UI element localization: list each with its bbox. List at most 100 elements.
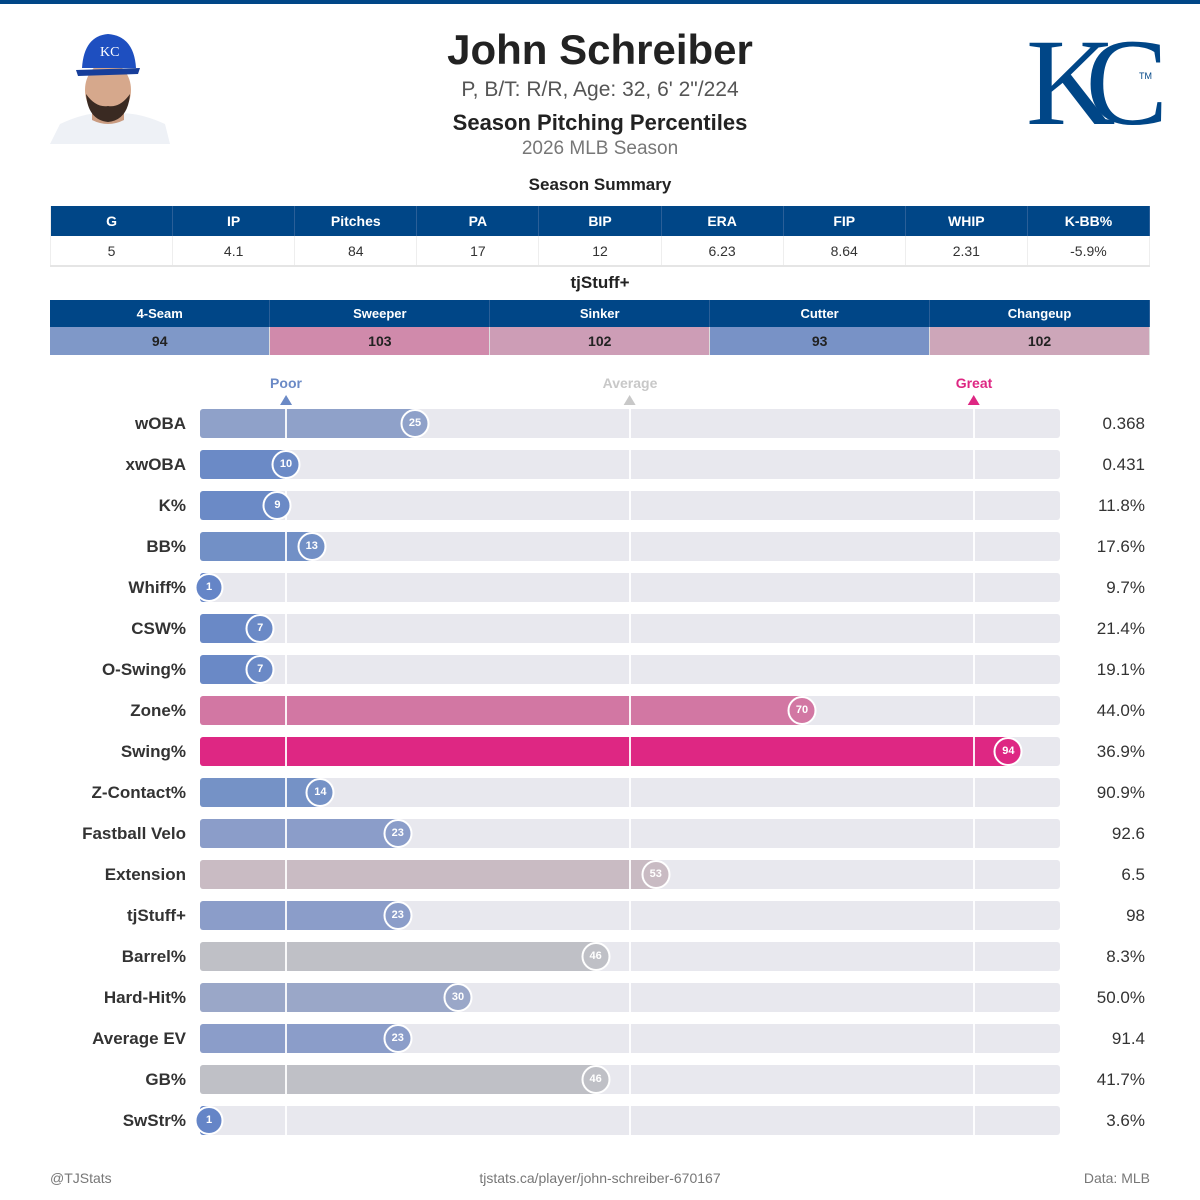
pitch-tjstuff-value: 102 (929, 327, 1150, 355)
percentile-track: 94 (200, 737, 1060, 766)
percentile-track: 14 (200, 778, 1060, 807)
percentile-track: 13 (200, 532, 1060, 561)
reference-line (285, 655, 287, 684)
summary-header: K-BB% (1027, 206, 1151, 236)
percentile-row: Swing% 94 36.9% (0, 737, 1200, 766)
reference-line (629, 532, 631, 561)
summary-header: Pitches (294, 206, 418, 236)
metric-value: 17.6% (1096, 537, 1145, 556)
footer-source: Data: MLB (1083, 1170, 1150, 1186)
reference-line (629, 983, 631, 1012)
percentile-bar (200, 860, 656, 889)
player-headshot: KC (50, 28, 170, 144)
percentile-dot: 70 (787, 696, 817, 725)
metric-value: 21.4% (1096, 619, 1145, 638)
reference-line (973, 778, 975, 807)
percentile-dot: 23 (383, 901, 413, 930)
metric-value: 44.0% (1096, 701, 1145, 720)
percentile-row: SwStr% 1 3.6% (0, 1106, 1200, 1135)
pitch-tjstuff-value: 93 (709, 327, 931, 355)
summary-value: -5.9% (1027, 236, 1151, 267)
reference-line (285, 696, 287, 725)
reference-line (973, 409, 975, 438)
summary-header: PA (416, 206, 540, 236)
percentile-dot: 7 (245, 614, 275, 643)
reference-line (629, 737, 631, 766)
reference-line (973, 532, 975, 561)
metric-label: tjStuff+ (126, 906, 186, 925)
summary-value: 8.64 (783, 236, 906, 267)
percentile-row: GB% 46 41.7% (0, 1065, 1200, 1094)
reference-line (973, 1024, 975, 1053)
reference-line (629, 819, 631, 848)
summary-value: 12 (538, 236, 662, 267)
reference-line (973, 450, 975, 479)
average-marker: Average (603, 375, 657, 405)
pitch-tjstuff-value: 102 (489, 327, 711, 355)
reference-line (973, 819, 975, 848)
metric-label: Hard-Hit% (103, 988, 186, 1007)
reference-line (629, 901, 631, 930)
percentile-row: Hard-Hit% 30 50.0% (0, 983, 1200, 1012)
percentile-dot: 14 (305, 778, 335, 807)
summary-header: G (50, 206, 174, 236)
reference-line (973, 860, 975, 889)
metric-label: Extension (104, 865, 186, 884)
footer-url: tjstats.ca/player/john-schreiber-670167 (479, 1170, 721, 1186)
reference-line (629, 1106, 631, 1135)
reference-line (285, 1024, 287, 1053)
reference-line (973, 655, 975, 684)
percentile-bar (200, 409, 415, 438)
percentile-dot: 10 (271, 450, 301, 479)
reference-line (285, 901, 287, 930)
summary-value: 6.23 (661, 236, 784, 267)
poor-triangle-icon (279, 395, 292, 405)
reference-line (629, 860, 631, 889)
summary-header: WHIP (905, 206, 1028, 236)
percentile-row: Average EV 23 91.4 (0, 1024, 1200, 1053)
metric-label: O-Swing% (101, 660, 186, 679)
percentile-dot: 23 (383, 1024, 413, 1053)
reference-line (629, 450, 631, 479)
metric-label: Z-Contact% (91, 783, 186, 802)
metric-label: Whiff% (128, 578, 186, 597)
reference-line (973, 573, 975, 602)
percentile-dot: 13 (297, 532, 327, 561)
percentile-dot: 9 (262, 491, 292, 520)
metric-label: GB% (145, 1070, 186, 1089)
percentile-row: BB% 13 17.6% (0, 532, 1200, 561)
pitch-tjstuff-value: 94 (50, 327, 271, 355)
percentile-track: 46 (200, 942, 1060, 971)
percentile-track: 25 (200, 409, 1060, 438)
reference-line (973, 1065, 975, 1094)
metric-value: 0.368 (1102, 414, 1145, 433)
poor-marker: Poor (270, 375, 302, 405)
metric-value: 9.7% (1106, 578, 1145, 597)
percentile-track: 23 (200, 901, 1060, 930)
tjstuff-table: 4-Seam Sweeper Sinker Cutter Changeup 94 103 10… (50, 300, 1150, 355)
summary-header: IP (172, 206, 296, 236)
reference-line (973, 1106, 975, 1135)
reference-line (973, 614, 975, 643)
reference-line (285, 573, 287, 602)
reference-line (285, 1106, 287, 1135)
metric-value: 98 (1126, 906, 1145, 925)
reference-line (629, 942, 631, 971)
summary-value: 17 (416, 236, 540, 267)
reference-line (629, 1024, 631, 1053)
percentile-row: O-Swing% 7 19.1% (0, 655, 1200, 684)
pitch-name: Cutter (709, 300, 931, 327)
metric-label: Barrel% (121, 947, 186, 966)
pitch-name: Sinker (489, 300, 711, 327)
percentile-bar (200, 737, 1009, 766)
season-label: 2026 MLB Season (521, 138, 679, 159)
reference-line (629, 491, 631, 520)
percentile-track: 23 (200, 1024, 1060, 1053)
summary-header: ERA (661, 206, 784, 236)
metric-value: 91.4 (1111, 1029, 1145, 1048)
summary-header: BIP (538, 206, 662, 236)
summary-header: FIP (783, 206, 906, 236)
percentile-track: 70 (200, 696, 1060, 725)
pitch-name: 4-Seam (50, 300, 271, 327)
reference-line (285, 942, 287, 971)
